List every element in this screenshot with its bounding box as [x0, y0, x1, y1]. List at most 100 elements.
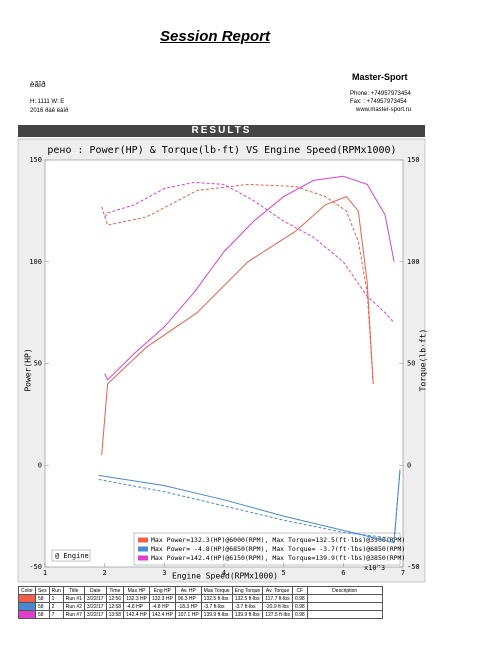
table-cell: 142.4 HP — [123, 610, 150, 619]
table-cell: -18.3 HP — [174, 602, 202, 611]
y-axis-label: Power(HP) — [24, 348, 33, 391]
column-header: CF — [291, 586, 308, 595]
color-cell — [18, 602, 36, 611]
table-cell: 107.1 HP — [174, 610, 202, 619]
x-tick-label: 7 — [401, 569, 405, 577]
y-tick-label: 150 — [29, 156, 42, 164]
torque-line — [98, 471, 401, 540]
column-header: Eng Torque — [231, 586, 264, 595]
table-cell: Run #1 — [62, 594, 85, 603]
table-cell: -4.8 HP — [123, 602, 150, 611]
table-cell: 2 — [48, 602, 64, 611]
table-cell — [306, 602, 383, 611]
column-header: Description — [306, 586, 383, 595]
table-cell: 96.3 HP — [174, 594, 202, 603]
company: Master-Sport — [352, 72, 408, 82]
column-header: Color — [18, 586, 36, 595]
y-tick-label: 100 — [29, 258, 42, 266]
column-header: Time — [105, 586, 125, 595]
y2-tick-label: 50 — [407, 360, 415, 368]
x-tick-label: 5 — [282, 569, 286, 577]
table-cell: Run #7 — [62, 610, 85, 619]
table-row: 58 7 Run #7 3/22/17 13:58 142.4 HP 142.4 HP 107… — [18, 610, 383, 619]
column-header: Max HP — [123, 586, 150, 595]
table-cell: 132.5 ft·lbs — [231, 594, 264, 603]
table-cell: 132.3 HP — [148, 594, 176, 603]
x-axis-label: Engine Speed(RPMx1000) — [172, 572, 278, 581]
legend-swatch — [138, 546, 148, 552]
plot-area — [44, 159, 404, 568]
table-cell: 7 — [48, 610, 64, 619]
table-cell: 58 — [34, 594, 50, 603]
column-header: Date — [83, 586, 107, 595]
table-cell: 3/22/17 — [83, 594, 107, 603]
client-name: èãîð — [30, 80, 46, 89]
table-cell: 13:58 — [105, 610, 125, 619]
column-header: Av. Torque — [262, 586, 293, 595]
table-cell: 132.5 ft·lbs — [200, 594, 233, 603]
table-cell: 12:56 — [105, 594, 125, 603]
x-tick-label: 2 — [103, 569, 107, 577]
table-cell: Run #2 — [62, 602, 85, 611]
table-cell: 0.98 — [291, 594, 308, 603]
torque-line — [101, 183, 374, 384]
client-line: H: 1111 W: E — [30, 99, 65, 105]
y2-tick-label: -50 — [407, 563, 420, 571]
table-cell: -3.7 ft·lbs — [231, 602, 264, 611]
section-bar: RESULTS — [18, 125, 425, 137]
table-cell: 132.3 HP — [123, 594, 150, 603]
x-tick-label: 3 — [162, 569, 166, 577]
column-header: Run — [48, 586, 64, 595]
power-line — [104, 175, 395, 381]
legend-label: Max Power=132.3(HP)@6000(RPM), Max Torqu… — [151, 536, 405, 544]
table-cell: -20.9 ft·lbs — [262, 602, 293, 611]
table-cell: 3/22/17 — [83, 610, 107, 619]
color-cell — [18, 594, 36, 603]
table-cell: 58 — [34, 602, 50, 611]
chart-title: рено : Power(HP) & Torque(lb·ft) VS Engi… — [47, 145, 396, 156]
report-title: Session Report — [160, 28, 271, 45]
table-cell: 139.9 ft·lbs — [200, 610, 233, 619]
engine-label: @ Engine — [55, 552, 89, 560]
table-row: 58 2 Run #2 3/22/17 12:58 -4.8 HP -4.8 HP -18.3… — [18, 602, 383, 611]
legend-swatch — [138, 537, 148, 543]
y-tick-label: 50 — [34, 360, 42, 368]
legend — [133, 532, 401, 566]
table-cell: 0.98 — [291, 602, 308, 611]
y-tick-label: 0 — [38, 461, 42, 469]
x-tick-label: 4 — [222, 569, 226, 577]
column-header: Ses — [34, 586, 50, 595]
x-tick-label: 6 — [341, 569, 345, 577]
table-cell: 1 — [48, 594, 64, 603]
power-line — [101, 196, 374, 456]
contact: Fax: : +74957973454 — [350, 99, 407, 105]
table-cell: 139.9 ft·lbs — [231, 610, 264, 619]
table-cell: 58 — [34, 610, 50, 619]
y2-axis-label: Torque(lb·ft) — [419, 329, 428, 392]
table-cell: 127.5 ft·lbs — [262, 610, 293, 619]
table-cell: 142.4 HP — [148, 610, 176, 619]
results-table: Color Ses Run Title Date Time Max HP Eng HP Av. … — [18, 586, 383, 619]
x-unit: x10^3 — [364, 564, 385, 572]
table-cell — [306, 594, 383, 603]
table-cell: -4.8 HP — [148, 602, 176, 611]
legend-label: Max Power= -4.8(HP)@6850(RPM), Max Torqu… — [151, 545, 405, 553]
table-cell: 0.98 — [291, 610, 308, 619]
y2-tick-label: 100 — [407, 258, 420, 266]
y2-tick-label: 150 — [407, 156, 420, 164]
table-cell: 3/22/17 — [83, 602, 107, 611]
table-cell: -3.7 ft·lbs — [200, 602, 233, 611]
legend-swatch — [138, 555, 148, 561]
chart: рено : Power(HP) & Torque(lb·ft) VS Engi… — [17, 138, 428, 583]
engine-box — [51, 549, 91, 562]
contact: Phone: +74957973454 — [350, 91, 411, 97]
y2-tick-label: 0 — [407, 461, 411, 469]
column-header: Av. HP — [174, 586, 202, 595]
table-cell: 117.7 ft·lbs — [262, 594, 293, 603]
contact: www.master-sport.ru — [356, 107, 412, 113]
color-cell — [18, 610, 36, 619]
torque-line — [104, 181, 395, 324]
y-tick-label: -50 — [29, 563, 42, 571]
column-header: Eng HP — [148, 586, 176, 595]
